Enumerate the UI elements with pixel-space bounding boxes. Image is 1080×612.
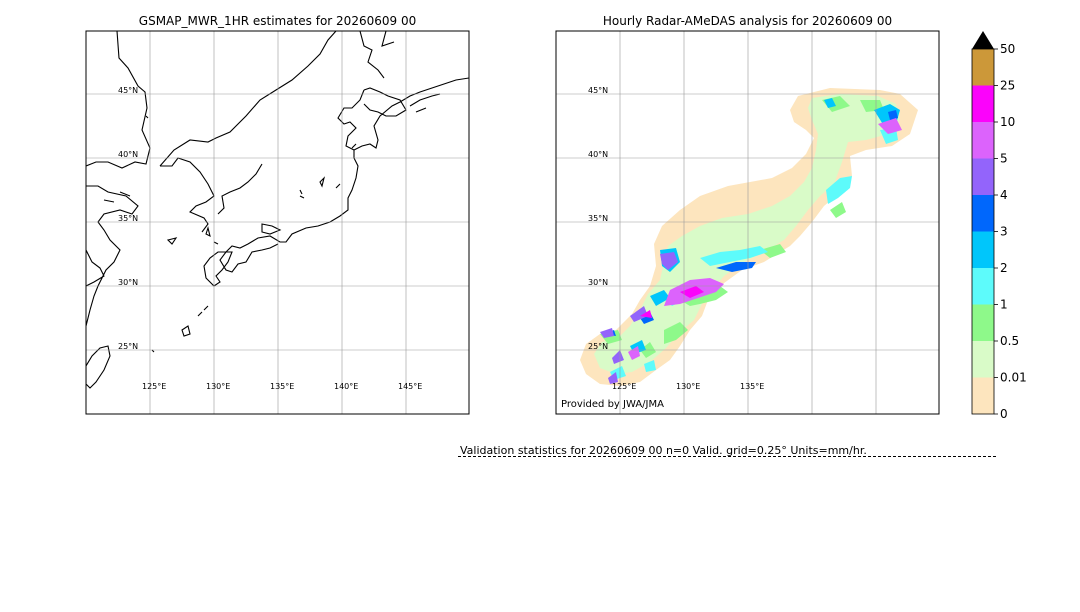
colorbar-overflow-arrow bbox=[972, 31, 994, 49]
right-lat-label: 30°N bbox=[588, 278, 608, 287]
left-lon-label: 140°E bbox=[334, 382, 358, 391]
colorbar-segment bbox=[972, 304, 994, 341]
colorbar-segment bbox=[972, 158, 994, 195]
colorbar-level-label: 50 bbox=[1000, 42, 1015, 56]
left-lat-label: 35°N bbox=[118, 214, 138, 223]
colorbar-level-label: 0 bbox=[1000, 407, 1008, 421]
right-lat-label: 40°N bbox=[588, 150, 608, 159]
right-lat-label: 35°N bbox=[588, 214, 608, 223]
colorbar-segment bbox=[972, 85, 994, 122]
left-map-title: GSMAP_MWR_1HR estimates for 20260609 00 bbox=[138, 14, 417, 28]
colorbar-segment bbox=[972, 231, 994, 268]
colorbar-level-label: 4 bbox=[1000, 188, 1008, 202]
colorbar: 0 0.01 0.5 1 2 3 4 5 10 25 50 bbox=[971, 31, 1027, 421]
colorbar-segment bbox=[972, 341, 994, 378]
precipitation-field bbox=[580, 88, 918, 386]
colorbar-level-label: 25 bbox=[1000, 79, 1015, 93]
colorbar-segment bbox=[972, 377, 994, 414]
data-credit: Provided by JWA/JMA bbox=[561, 399, 664, 410]
validation-statistics: Validation statistics for 20260609 00 n=… bbox=[460, 444, 867, 457]
colorbar-level-label: 0.5 bbox=[1000, 334, 1019, 348]
colorbar-level-label: 10 bbox=[1000, 115, 1015, 129]
right-map: 45°N 40°N 35°N 30°N 25°N 125°E 130°E 135… bbox=[555, 30, 940, 415]
left-lon-label: 145°E bbox=[398, 382, 422, 391]
right-lat-label: 45°N bbox=[588, 86, 608, 95]
left-graticule bbox=[86, 31, 469, 414]
validation-divider bbox=[458, 456, 996, 457]
left-lat-label: 45°N bbox=[118, 86, 138, 95]
colorbar-segment bbox=[972, 195, 994, 232]
right-lon-label: 135°E bbox=[740, 382, 764, 391]
left-lon-label: 130°E bbox=[206, 382, 230, 391]
right-lon-label: 130°E bbox=[676, 382, 700, 391]
left-lat-label: 40°N bbox=[118, 150, 138, 159]
colorbar-level-label: 2 bbox=[1000, 261, 1008, 275]
colorbar-level-label: 5 bbox=[1000, 152, 1008, 166]
colorbar-segment bbox=[972, 122, 994, 159]
colorbar-level-label: 0.01 bbox=[1000, 371, 1027, 385]
left-lon-label: 135°E bbox=[270, 382, 294, 391]
colorbar-segment bbox=[972, 49, 994, 86]
right-map-title: Hourly Radar-AMeDAS analysis for 2026060… bbox=[602, 14, 893, 28]
right-lon-label: 125°E bbox=[612, 382, 636, 391]
left-lat-label: 25°N bbox=[118, 342, 138, 351]
left-lat-label: 30°N bbox=[118, 278, 138, 287]
left-map: 45°N 40°N 35°N 30°N 25°N 125°E 130°E 135… bbox=[85, 30, 470, 415]
right-graticule bbox=[556, 31, 939, 414]
colorbar-level-label: 1 bbox=[1000, 298, 1008, 312]
left-lon-label: 125°E bbox=[142, 382, 166, 391]
colorbar-level-label: 3 bbox=[1000, 225, 1008, 239]
right-lat-label: 25°N bbox=[588, 342, 608, 351]
colorbar-segment bbox=[972, 268, 994, 305]
